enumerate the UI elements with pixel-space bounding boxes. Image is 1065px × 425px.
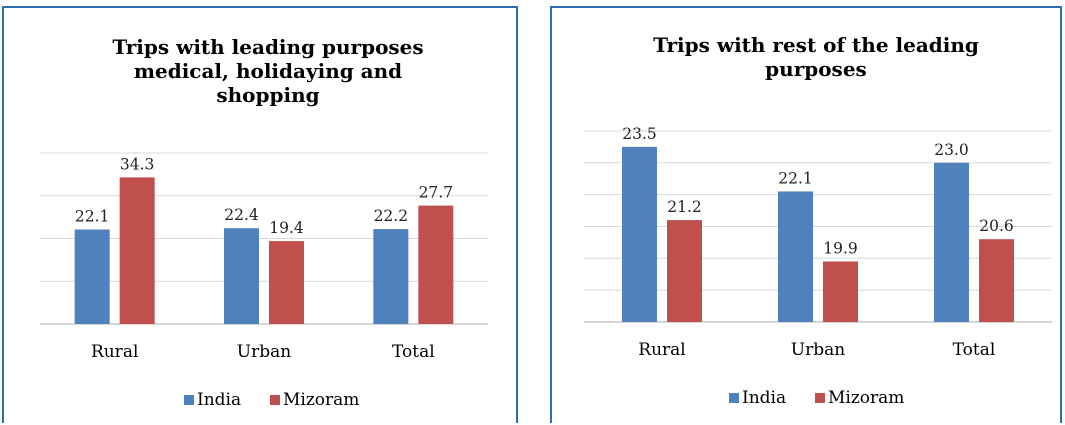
data-label: 22.1 <box>75 208 110 226</box>
data-label: 23.0 <box>934 141 969 159</box>
bar-mizoram-total <box>418 205 454 324</box>
bar-india-urban <box>778 191 813 322</box>
legend-label: Mizoram <box>283 390 359 410</box>
category-label: Rural <box>638 340 685 360</box>
data-label: 34.3 <box>120 155 155 173</box>
data-label: 22.1 <box>778 169 813 187</box>
legend-label: India <box>197 390 241 410</box>
legend-swatch-india <box>184 395 194 405</box>
data-label: 23.5 <box>622 125 657 143</box>
data-label: 20.6 <box>979 217 1014 235</box>
bar-mizoram-rural <box>667 220 702 322</box>
category-label: Urban <box>237 342 291 362</box>
legend-label: India <box>742 388 786 408</box>
bar-india-rural <box>74 229 110 324</box>
bar-mizoram-total <box>979 239 1014 322</box>
category-label: Urban <box>791 340 845 360</box>
bar-mizoram-rural <box>119 177 155 324</box>
chart-title-line: purposes <box>765 57 867 81</box>
chart-title-line: shopping <box>216 83 319 107</box>
data-label: 19.4 <box>269 219 304 237</box>
category-label: Total <box>392 342 435 362</box>
bar-mizoram-urban <box>823 261 858 322</box>
legend-swatch-mizoram <box>815 393 825 403</box>
bar-india-urban <box>224 228 259 324</box>
chart-panel-right: Trips with rest of the leading purposes 23… <box>550 6 1062 423</box>
bar-india-total <box>934 162 969 322</box>
category-label: Total <box>953 340 996 360</box>
data-label: 27.7 <box>419 184 454 202</box>
chart-title-line: medical, holidaying and <box>134 59 402 83</box>
data-label: 19.9 <box>823 239 858 257</box>
legend-swatch-mizoram <box>270 395 280 405</box>
legend-swatch-india <box>729 393 739 403</box>
bar-india-total <box>373 229 409 324</box>
chart-title-line: Trips with rest of the leading <box>653 33 979 57</box>
bar-india-rural <box>622 146 657 322</box>
bar-mizoram-urban <box>269 241 304 324</box>
data-label: 22.4 <box>224 206 259 224</box>
legend-label: Mizoram <box>828 388 904 408</box>
chart-panel-left: Trips with leading purposes medical, holi… <box>2 6 518 423</box>
chart-title-line: Trips with leading purposes <box>112 35 423 59</box>
data-label: 21.2 <box>667 198 702 216</box>
category-label: Rural <box>91 342 138 362</box>
data-label: 22.2 <box>374 207 409 225</box>
